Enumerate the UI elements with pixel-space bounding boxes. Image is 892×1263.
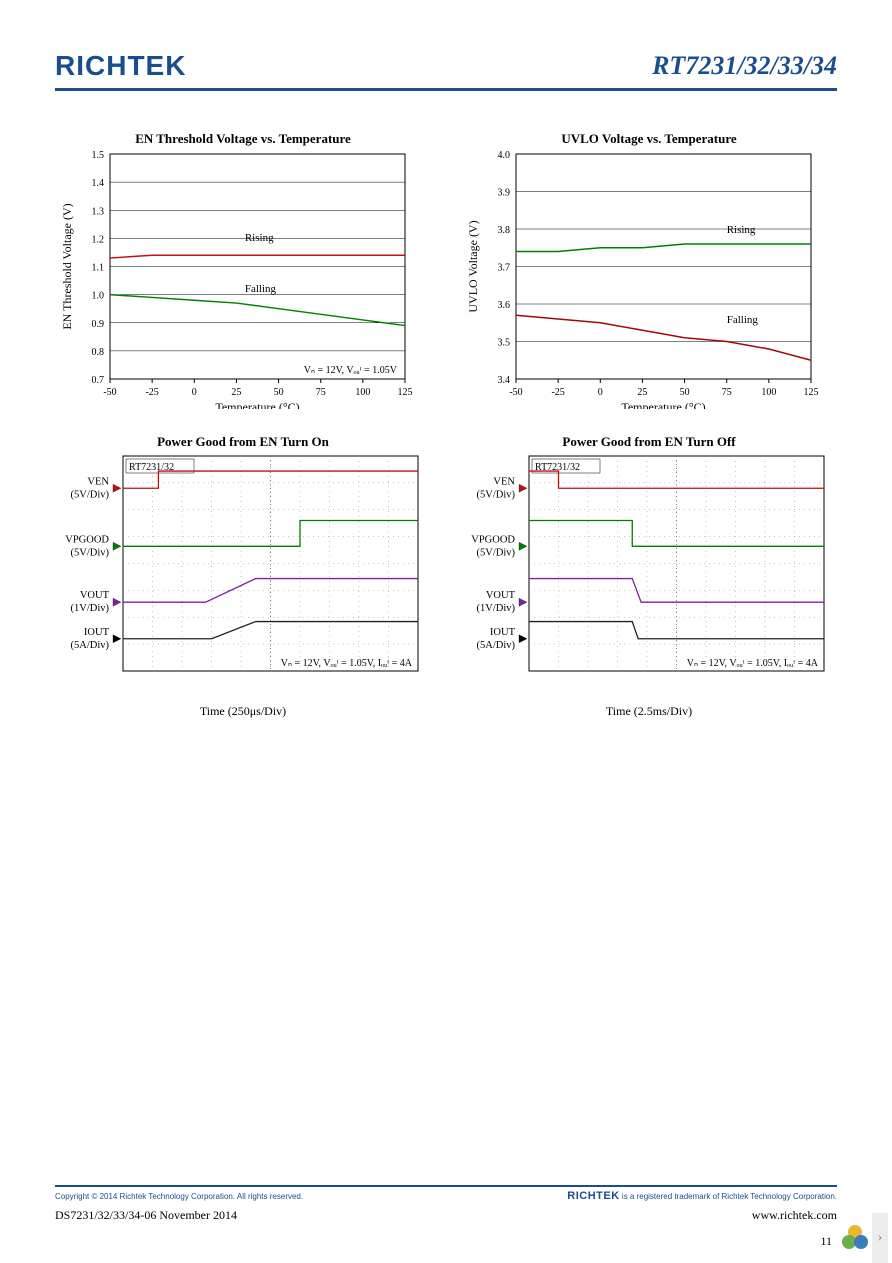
svg-text:(5V/Div): (5V/Div) <box>477 489 516 500</box>
chart-title: UVLO Voltage vs. Temperature <box>461 131 837 147</box>
scope-pgood-off: Power Good from EN Turn Off RT7231/32VEN… <box>461 434 837 719</box>
svg-text:3.6: 3.6 <box>498 300 511 311</box>
svg-text:1.5: 1.5 <box>92 150 105 161</box>
copyright-text: Copyright © 2014 Richtek Technology Corp… <box>55 1192 303 1201</box>
svg-text:Rising: Rising <box>727 224 756 236</box>
svg-text:VPGOOD: VPGOOD <box>471 534 515 545</box>
svg-text:VOUT: VOUT <box>486 590 516 601</box>
brand-logo: RICHTEK <box>55 50 186 82</box>
svg-text:Vₙ = 12V, Vₒᵤᵗ = 1.05V, Iₒᵤᵗ =: Vₙ = 12V, Vₒᵤᵗ = 1.05V, Iₒᵤᵗ = 4A <box>281 658 413 669</box>
svg-text:Rising: Rising <box>245 232 274 244</box>
svg-text:0.9: 0.9 <box>92 319 105 330</box>
svg-text:3.5: 3.5 <box>498 338 511 349</box>
svg-text:(5A/Div): (5A/Div) <box>477 640 516 651</box>
trademark-suffix: is a registered trademark of Richtek Tec… <box>622 1192 837 1201</box>
chart-title: Power Good from EN Turn On <box>55 434 431 450</box>
svg-text:VEN: VEN <box>87 476 109 487</box>
svg-text:Temperature (°C): Temperature (°C) <box>215 400 299 409</box>
next-arrow-icon[interactable]: › <box>872 1213 888 1263</box>
svg-text:1.0: 1.0 <box>92 291 105 302</box>
svg-text:50: 50 <box>680 387 690 398</box>
time-axis-label: Time (2.5ms/Div) <box>461 704 837 719</box>
svg-text:75: 75 <box>722 387 732 398</box>
svg-text:Falling: Falling <box>245 283 277 295</box>
page-header: RICHTEK RT7231/32/33/34 <box>55 50 837 91</box>
site-url: www.richtek.com <box>752 1208 837 1223</box>
svg-text:Falling: Falling <box>727 314 759 326</box>
svg-text:0.8: 0.8 <box>92 347 105 358</box>
svg-text:0: 0 <box>192 387 197 398</box>
chart-en-threshold: EN Threshold Voltage vs. Temperature 0.7… <box>55 131 431 414</box>
chart-svg: 3.4 3.5 3.6 3.7 3.8 3.9 4.0 -50 -25 0 25 50 75 100 125… <box>461 149 831 409</box>
svg-text:IOUT: IOUT <box>84 627 110 638</box>
svg-text:25: 25 <box>637 387 647 398</box>
svg-text:Vₙ = 12V, Vₒᵤᵗ = 1.05V: Vₙ = 12V, Vₒᵤᵗ = 1.05V <box>304 365 398 376</box>
svg-text:3.8: 3.8 <box>498 225 511 236</box>
svg-text:Vₙ = 12V, Vₒᵤᵗ = 1.05V, Iₒᵤᵗ =: Vₙ = 12V, Vₒᵤᵗ = 1.05V, Iₒᵤᵗ = 4A <box>687 658 819 669</box>
svg-text:(1V/Div): (1V/Div) <box>71 603 110 614</box>
chart-title: EN Threshold Voltage vs. Temperature <box>55 131 431 147</box>
chart-svg: 0.7 0.8 0.9 1.0 1.1 1.2 1.3 1.4 1.5 -50 -25 0 25 50 75… <box>55 149 425 409</box>
svg-text:VEN: VEN <box>493 476 515 487</box>
svg-text:(5V/Div): (5V/Div) <box>71 489 110 500</box>
svg-text:(5V/Div): (5V/Div) <box>477 547 516 558</box>
svg-text:(1V/Div): (1V/Div) <box>477 603 516 614</box>
chart-title: Power Good from EN Turn Off <box>461 434 837 450</box>
svg-text:50: 50 <box>274 387 284 398</box>
footer-docinfo: DS7231/32/33/34-06 November 2014 www.ric… <box>55 1208 837 1223</box>
scope-pgood-on: Power Good from EN Turn On RT7231/32VEN(… <box>55 434 431 719</box>
scope-svg: RT7231/32VEN(5V/Div)VPGOOD(5V/Div)VOUT(1… <box>461 452 831 697</box>
footer-logo-small: RICHTEK <box>567 1190 619 1202</box>
svg-text:Temperature (°C): Temperature (°C) <box>621 400 705 409</box>
svg-text:-25: -25 <box>145 387 158 398</box>
svg-text:0.7: 0.7 <box>92 375 105 386</box>
svg-text:125: 125 <box>398 387 413 398</box>
svg-text:EN Threshold Voltage (V): EN Threshold Voltage (V) <box>60 203 74 329</box>
svg-text:UVLO Voltage (V): UVLO Voltage (V) <box>466 220 480 312</box>
svg-text:VOUT: VOUT <box>80 590 110 601</box>
page-footer: Copyright © 2014 Richtek Technology Corp… <box>55 1185 837 1223</box>
svg-text:1.2: 1.2 <box>92 234 105 245</box>
svg-text:(5A/Div): (5A/Div) <box>71 640 110 651</box>
flower-icon <box>838 1221 872 1255</box>
part-number: RT7231/32/33/34 <box>652 51 837 81</box>
svg-text:1.1: 1.1 <box>92 263 105 274</box>
svg-text:3.4: 3.4 <box>498 375 511 386</box>
footer-legal: Copyright © 2014 Richtek Technology Corp… <box>55 1190 837 1202</box>
charts-grid: EN Threshold Voltage vs. Temperature 0.7… <box>55 131 837 719</box>
svg-text:25: 25 <box>231 387 241 398</box>
svg-text:0: 0 <box>598 387 603 398</box>
svg-text:125: 125 <box>804 387 819 398</box>
corner-badge: › <box>832 1213 892 1263</box>
svg-text:-25: -25 <box>551 387 564 398</box>
svg-text:1.4: 1.4 <box>92 178 105 189</box>
svg-text:IOUT: IOUT <box>490 627 516 638</box>
svg-text:3.7: 3.7 <box>498 263 511 274</box>
svg-text:-50: -50 <box>103 387 116 398</box>
doc-id: DS7231/32/33/34-06 November 2014 <box>55 1208 237 1223</box>
svg-text:3.9: 3.9 <box>498 188 511 199</box>
svg-text:4.0: 4.0 <box>498 150 511 161</box>
scope-svg: RT7231/32VEN(5V/Div)VPGOOD(5V/Div)VOUT(1… <box>55 452 425 697</box>
chart-uvlo: UVLO Voltage vs. Temperature 3.43.53.63.… <box>461 131 837 414</box>
svg-text:(5V/Div): (5V/Div) <box>71 547 110 558</box>
page-number: 11 <box>820 1234 832 1249</box>
svg-text:-50: -50 <box>509 387 522 398</box>
svg-text:75: 75 <box>316 387 326 398</box>
svg-text:100: 100 <box>761 387 776 398</box>
footer-rule <box>55 1185 837 1187</box>
trademark-text: RICHTEK is a registered trademark of Ric… <box>567 1190 837 1202</box>
time-axis-label: Time (250μs/Div) <box>55 704 431 719</box>
svg-text:VPGOOD: VPGOOD <box>65 534 109 545</box>
svg-text:1.3: 1.3 <box>92 206 105 217</box>
svg-text:100: 100 <box>355 387 370 398</box>
